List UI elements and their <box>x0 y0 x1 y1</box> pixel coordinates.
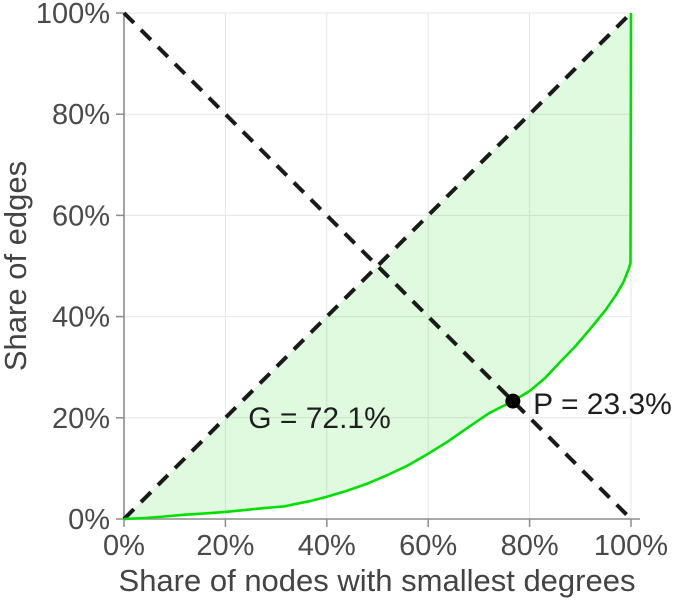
x-tick-label: 0% <box>103 530 145 562</box>
lorenz-curve <box>123 12 633 521</box>
x-tick-label: 20% <box>196 530 254 562</box>
y-tick-label: 80% <box>52 99 110 131</box>
y-tick-label: 60% <box>52 200 110 232</box>
pivot-point-marker <box>505 393 521 409</box>
plot-area: 0% 20% 40% 60% 80% 100% 0% 20% 40% 60% 80% 100% G = … <box>36 0 672 562</box>
x-tick-label: 40% <box>298 530 356 562</box>
y-axis-title: Share of edges <box>0 161 33 371</box>
y-tick-label: 40% <box>52 302 110 334</box>
y-tick-label: 0% <box>68 504 110 536</box>
y-tick-label: 100% <box>36 0 110 30</box>
gini-annotation: G = 72.1% <box>248 402 391 435</box>
x-tick-label: 100% <box>594 530 668 562</box>
y-tick-label: 20% <box>52 403 110 435</box>
x-axis-title: Share of nodes with smallest degrees <box>119 563 636 598</box>
x-tick-label: 60% <box>399 530 457 562</box>
x-tick-label: 80% <box>501 530 559 562</box>
pivot-annotation: P = 23.3% <box>533 388 672 421</box>
